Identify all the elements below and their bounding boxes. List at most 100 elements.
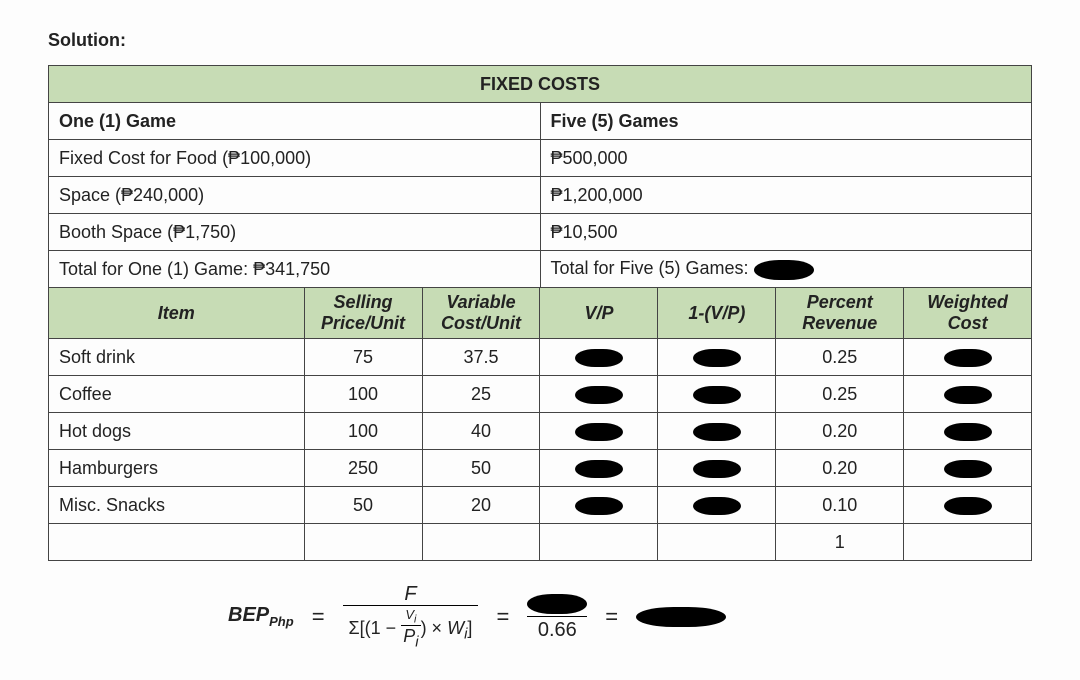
numerator: F	[398, 583, 422, 605]
cell	[658, 524, 776, 561]
cell: 50	[422, 450, 540, 487]
redacted-value	[944, 423, 992, 441]
bep-label: BEPPhp	[228, 604, 294, 629]
table-row: Soft drink 75 37.5 0.25	[49, 339, 1032, 376]
cell	[540, 376, 658, 413]
col-pctrev: Percent Revenue	[776, 288, 904, 339]
one-game-header: One (1) Game	[49, 103, 541, 140]
cell: 20	[422, 487, 540, 524]
fixed-costs-table: FIXED COSTS One (1) Game Five (5) Games …	[48, 65, 1032, 288]
redacted-value	[575, 386, 623, 404]
table-row: Hot dogs 100 40 0.20	[49, 413, 1032, 450]
table-row: Total for One (1) Game: ₱341,750 Total f…	[49, 251, 1032, 288]
cell: Space (₱240,000)	[49, 177, 541, 214]
cell	[658, 450, 776, 487]
redacted-value	[636, 607, 726, 627]
col-vp: V/P	[540, 288, 658, 339]
col-1mvp: 1-(V/P)	[658, 288, 776, 339]
table-row: Booth Space (₱1,750) ₱10,500	[49, 214, 1032, 251]
total-five-label: Total for Five (5) Games:	[551, 258, 749, 278]
equals-icon: =	[496, 604, 509, 630]
redacted-value	[527, 594, 587, 614]
cell: 50	[304, 487, 422, 524]
cell: ₱1,200,000	[540, 177, 1032, 214]
cell: ₱500,000	[540, 140, 1032, 177]
redacted-value	[693, 423, 741, 441]
redacted-value	[944, 460, 992, 478]
fixed-costs-title: FIXED COSTS	[49, 66, 1032, 103]
cell	[422, 524, 540, 561]
cell: Misc. Snacks	[49, 487, 305, 524]
cell	[540, 413, 658, 450]
cell	[904, 524, 1032, 561]
cell: Booth Space (₱1,750)	[49, 214, 541, 251]
cell	[49, 524, 305, 561]
redacted-value	[575, 423, 623, 441]
cell	[658, 487, 776, 524]
redacted-value	[575, 460, 623, 478]
col-variable: Variable Cost/Unit	[422, 288, 540, 339]
equals-icon: =	[605, 604, 618, 630]
cell: 250	[304, 450, 422, 487]
equals-icon: =	[312, 604, 325, 630]
five-games-header: Five (5) Games	[540, 103, 1032, 140]
items-table: Item Selling Price/Unit Variable Cost/Un…	[48, 287, 1032, 561]
table-row-sum: 1	[49, 524, 1032, 561]
cell: ₱10,500	[540, 214, 1032, 251]
cell: 0.20	[776, 413, 904, 450]
cell	[658, 376, 776, 413]
cell: 0.10	[776, 487, 904, 524]
col-item: Item	[49, 288, 305, 339]
cell: Hot dogs	[49, 413, 305, 450]
cell: 100	[304, 376, 422, 413]
items-header-row: Item Selling Price/Unit Variable Cost/Un…	[49, 288, 1032, 339]
redacted-value	[693, 460, 741, 478]
cell: Hamburgers	[49, 450, 305, 487]
redacted-value	[575, 349, 623, 367]
bep-fraction-1: F Σ[(1 − ViPi) × Wi]	[343, 583, 479, 650]
redacted-value	[944, 349, 992, 367]
bep-result	[636, 605, 726, 628]
denominator: Σ[(1 − ViPi) × Wi]	[343, 605, 479, 650]
denominator: 0.66	[527, 616, 587, 641]
redacted-value	[693, 386, 741, 404]
cell: Fixed Cost for Food (₱100,000)	[49, 140, 541, 177]
cell	[540, 339, 658, 376]
cell: 40	[422, 413, 540, 450]
col-weighted: Weighted Cost	[904, 288, 1032, 339]
table-row: Fixed Cost for Food (₱100,000) ₱500,000	[49, 140, 1032, 177]
table-row: Coffee 100 25 0.25	[49, 376, 1032, 413]
redacted-value	[754, 260, 814, 280]
cell	[540, 524, 658, 561]
col-selling: Selling Price/Unit	[304, 288, 422, 339]
total-five-games: Total for Five (5) Games:	[540, 251, 1032, 288]
cell	[658, 413, 776, 450]
redacted-value	[944, 497, 992, 515]
cell: 25	[422, 376, 540, 413]
cell	[904, 339, 1032, 376]
redacted-value	[693, 497, 741, 515]
cell	[658, 339, 776, 376]
cell: 75	[304, 339, 422, 376]
cell: 37.5	[422, 339, 540, 376]
cell: 0.20	[776, 450, 904, 487]
cell: 100	[304, 413, 422, 450]
table-row: Space (₱240,000) ₱1,200,000	[49, 177, 1032, 214]
table-row: Hamburgers 250 50 0.20	[49, 450, 1032, 487]
cell	[540, 450, 658, 487]
redacted-value	[693, 349, 741, 367]
cell	[904, 413, 1032, 450]
cell: 0.25	[776, 339, 904, 376]
cell	[904, 376, 1032, 413]
cell: 0.25	[776, 376, 904, 413]
bep-fraction-2: 0.66	[527, 592, 587, 641]
redacted-value	[944, 386, 992, 404]
cell: Coffee	[49, 376, 305, 413]
sum-pct-rev: 1	[776, 524, 904, 561]
bep-formula: BEPPhp = F Σ[(1 − ViPi) × Wi] = 0.66 =	[48, 583, 1032, 650]
cell: Soft drink	[49, 339, 305, 376]
page-title: Solution:	[48, 30, 1032, 51]
cell	[904, 450, 1032, 487]
cell	[904, 487, 1032, 524]
redacted-value	[575, 497, 623, 515]
